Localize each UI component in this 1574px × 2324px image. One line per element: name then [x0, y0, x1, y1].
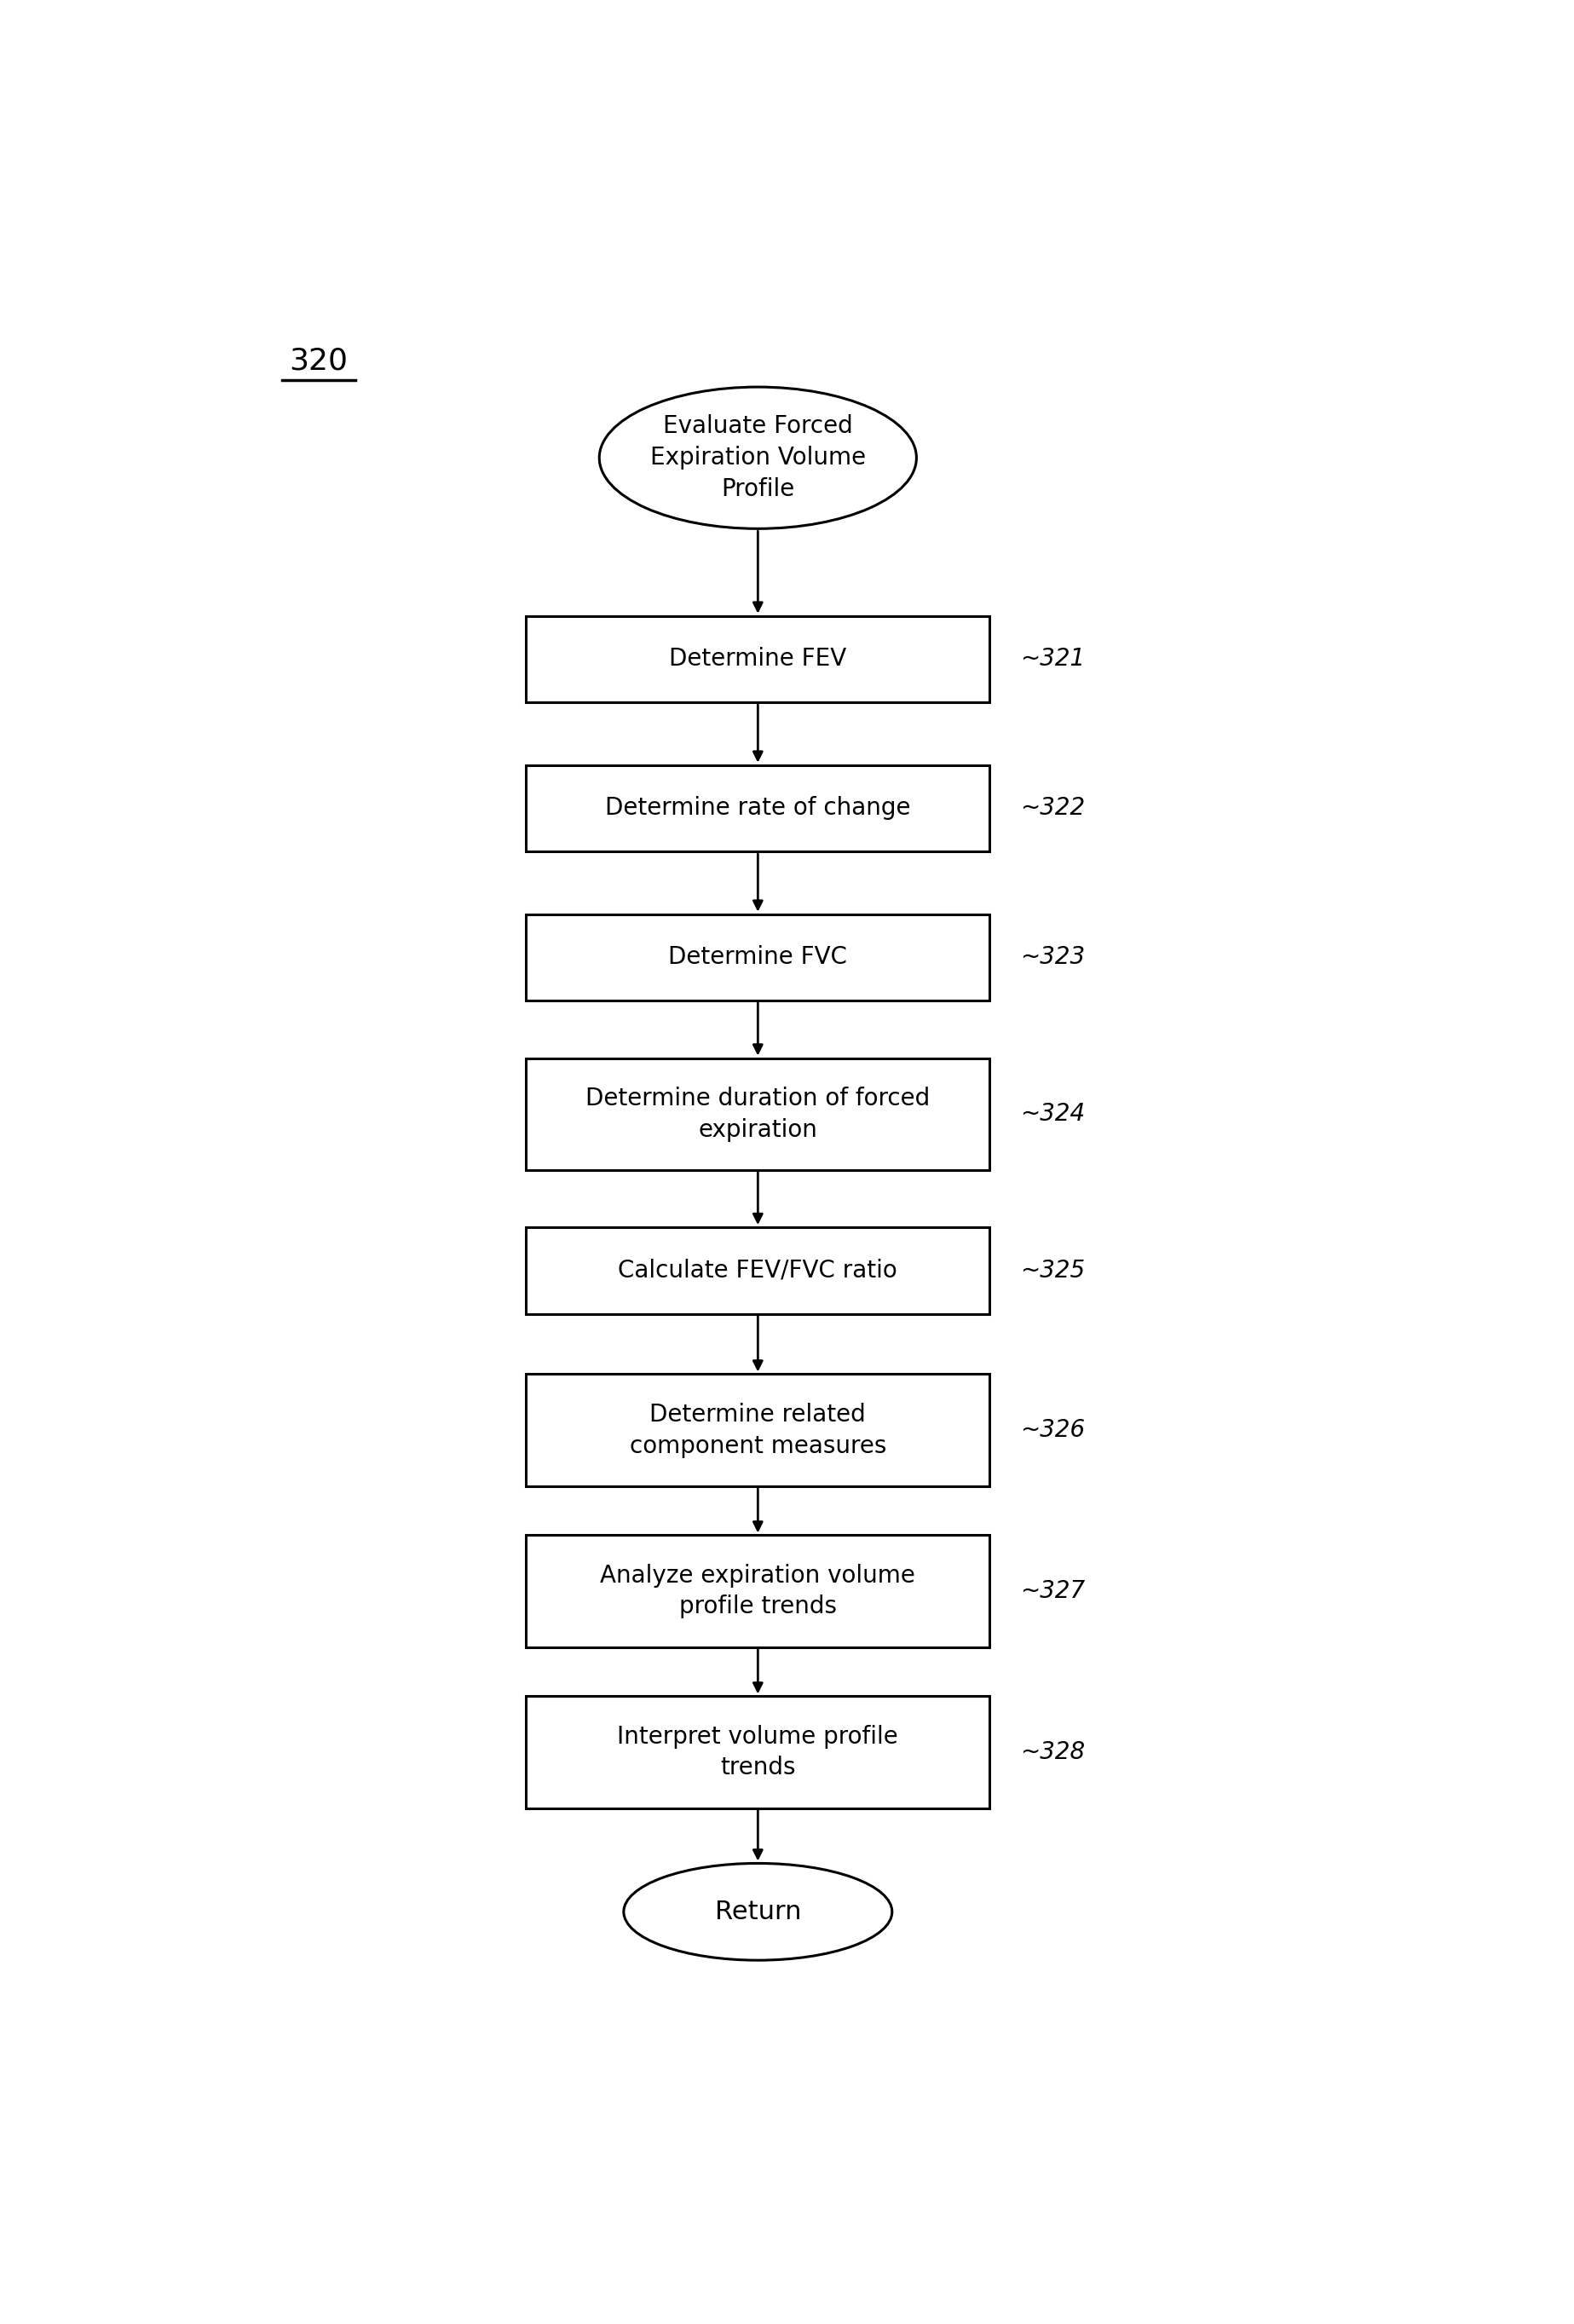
- Bar: [526, 1373, 990, 1485]
- Text: Return: Return: [715, 1899, 801, 1924]
- Text: ~323: ~323: [1020, 946, 1084, 969]
- Text: ~327: ~327: [1020, 1580, 1084, 1604]
- Bar: [526, 1057, 990, 1169]
- Text: Calculate FEV/FVC ratio: Calculate FEV/FVC ratio: [619, 1260, 897, 1283]
- Text: Determine FVC: Determine FVC: [669, 946, 847, 969]
- Text: ~325: ~325: [1020, 1260, 1084, 1283]
- Text: Determine related
component measures: Determine related component measures: [630, 1401, 886, 1457]
- Bar: [526, 765, 990, 851]
- Text: ~326: ~326: [1020, 1418, 1084, 1443]
- Ellipse shape: [600, 388, 916, 528]
- Bar: [526, 1227, 990, 1313]
- Text: ~324: ~324: [1020, 1102, 1084, 1125]
- Text: Analyze expiration volume
profile trends: Analyze expiration volume profile trends: [600, 1564, 916, 1620]
- Ellipse shape: [623, 1864, 892, 1959]
- Bar: [526, 1536, 990, 1648]
- Text: ~322: ~322: [1020, 797, 1084, 820]
- Text: ~321: ~321: [1020, 646, 1084, 672]
- Bar: [526, 1697, 990, 1808]
- Text: Interpret volume profile
trends: Interpret volume profile trends: [617, 1724, 899, 1780]
- Bar: [526, 913, 990, 1002]
- Text: Evaluate Forced
Expiration Volume
Profile: Evaluate Forced Expiration Volume Profil…: [650, 414, 866, 502]
- Bar: [526, 616, 990, 702]
- Text: Determine rate of change: Determine rate of change: [604, 797, 911, 820]
- Text: ~328: ~328: [1020, 1741, 1084, 1764]
- Text: Determine FEV: Determine FEV: [669, 646, 847, 672]
- Text: 320: 320: [290, 346, 348, 376]
- Text: Determine duration of forced
expiration: Determine duration of forced expiration: [586, 1085, 930, 1141]
